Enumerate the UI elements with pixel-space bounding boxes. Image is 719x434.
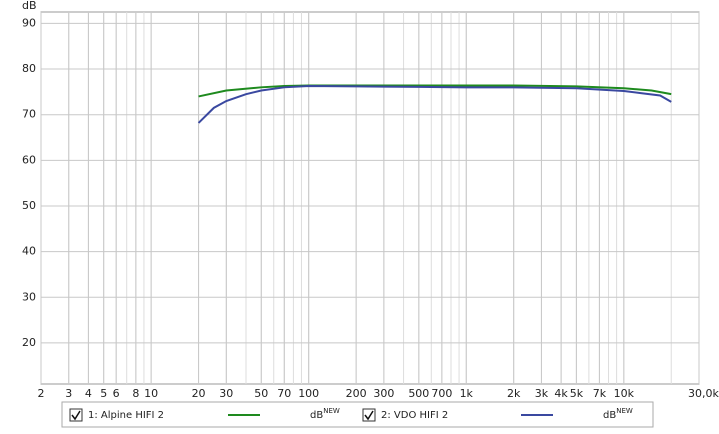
x-tick-label: 1k [460, 387, 474, 400]
x-tick-label: 70 [277, 387, 291, 400]
checkmark [71, 410, 81, 421]
y-tick-label: 50 [22, 199, 36, 212]
legend-unit: dBNEW [603, 407, 633, 421]
x-tick-label: 20 [192, 387, 206, 400]
legend-label: 2: VDO HIFI 2 [381, 410, 448, 421]
y-tick-label: 90 [22, 16, 36, 29]
x-tick-label: 5k [570, 387, 584, 400]
x-tick-label: 200 [346, 387, 367, 400]
unit: dB [603, 410, 616, 421]
x-tick-label: 500 [408, 387, 429, 400]
series-line [198, 84, 672, 98]
x-tick-label: 10 [144, 387, 158, 400]
x-tick-label: 7k [593, 387, 607, 400]
x-tick-label: 30,0k Hz [688, 387, 719, 400]
legend-unit: dBNEW [310, 407, 340, 421]
y-tick-label: 70 [22, 108, 36, 121]
legend-checkbox[interactable] [69, 408, 83, 422]
y-tick-label: 30 [22, 290, 36, 303]
x-tick-label: 100 [298, 387, 319, 400]
x-tick-label: 10k [614, 387, 635, 400]
x-tick-label: 2 [38, 387, 45, 400]
x-tick-label: 30 [219, 387, 233, 400]
series-line [197, 84, 672, 124]
checkmark [364, 410, 374, 421]
unit-sup: NEW [616, 407, 633, 415]
x-tick-label: 3 [65, 387, 72, 400]
y-tick-label: 80 [22, 62, 36, 75]
y-tick-label: 60 [22, 153, 36, 166]
x-tick-label: 6 [113, 387, 120, 400]
legend-label: 1: Alpine HIFI 2 [88, 410, 164, 421]
x-tick-label: 5 [100, 387, 107, 400]
x-tick-label: 2k [507, 387, 521, 400]
x-tick-label: 700 [431, 387, 452, 400]
x-tick-label: 300 [373, 387, 394, 400]
y-axis-label: dB [22, 0, 37, 12]
legend-checkbox[interactable] [362, 408, 376, 422]
x-tick-label: 8 [132, 387, 139, 400]
plot-area [40, 11, 700, 385]
x-tick-label: 50 [254, 387, 268, 400]
x-tick-label: 4 [85, 387, 92, 400]
y-tick-label: 40 [22, 245, 36, 258]
y-tick-label: 20 [22, 336, 36, 349]
unit: dB [310, 410, 323, 421]
x-tick-label: 3k [535, 387, 549, 400]
x-tick-label: 4k [554, 387, 568, 400]
legend [61, 401, 654, 428]
unit-sup: NEW [323, 407, 340, 415]
